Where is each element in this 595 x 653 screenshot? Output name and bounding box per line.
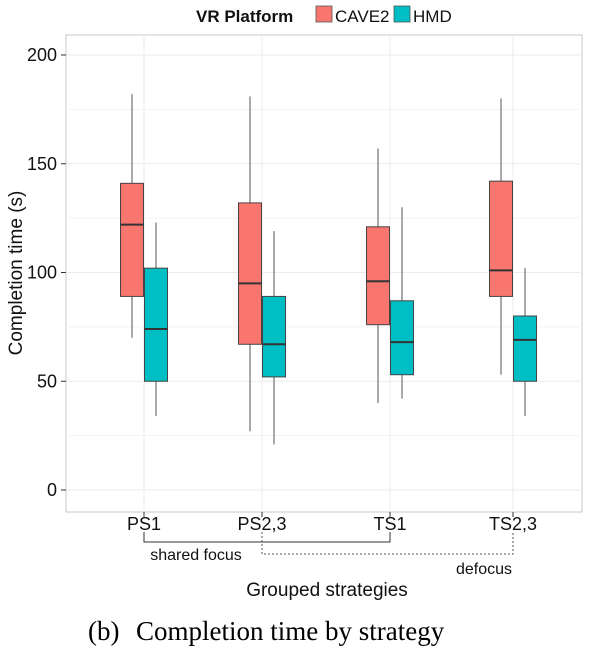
x-axis: PS1 PS2,3 TS1 TS2,3 xyxy=(127,512,537,534)
x-tick-label: TS1 xyxy=(373,514,406,534)
legend-key-cave2 xyxy=(315,5,333,23)
box-hmd xyxy=(390,300,414,376)
y-tick-label: 150 xyxy=(27,154,57,174)
caption-label: (b) xyxy=(88,616,119,646)
boxplot-hmd xyxy=(513,268,537,417)
defocus-bracket xyxy=(261,532,514,555)
legend-label-cave2: CAVE2 xyxy=(335,7,390,26)
y-axis: 0 50 100 150 200 xyxy=(27,45,66,500)
y-tick-label: 0 xyxy=(47,480,57,500)
shared-focus-label: shared focus xyxy=(150,547,242,564)
shared-focus-bracket xyxy=(143,532,391,543)
group-annotations: shared focus defocus xyxy=(143,532,514,578)
boxplot-cave2 xyxy=(120,94,144,338)
box-cave2 xyxy=(489,180,513,297)
x-tick-label: PS2,3 xyxy=(237,514,286,534)
box-hmd xyxy=(262,295,286,378)
box-cave2 xyxy=(238,202,262,345)
caption-text: Completion time by strategy xyxy=(136,616,445,646)
y-tick-label: 100 xyxy=(27,263,57,283)
boxplot-cave2 xyxy=(238,96,262,432)
boxplot-hmd xyxy=(144,222,168,417)
boxplots xyxy=(120,94,537,445)
boxplot-hmd xyxy=(390,207,414,399)
y-tick-label: 50 xyxy=(37,371,57,391)
y-tick-label: 200 xyxy=(27,45,57,65)
box-hmd xyxy=(513,315,537,382)
x-tick-label: PS1 xyxy=(127,514,161,534)
legend-label-hmd: HMD xyxy=(413,7,452,26)
boxplot-cave2 xyxy=(366,148,390,403)
y-axis-title: Completion time (s) xyxy=(6,191,27,356)
box-cave2 xyxy=(366,226,390,326)
boxplot-cave2 xyxy=(489,98,513,375)
legend-key-hmd xyxy=(393,5,411,23)
x-axis-title: Grouped strategies xyxy=(246,580,408,601)
legend-title: VR Platform xyxy=(196,7,293,26)
defocus-label: defocus xyxy=(456,561,512,578)
x-tick-label: TS2,3 xyxy=(489,514,537,534)
legend: VR Platform CAVE2 HMD xyxy=(196,5,452,26)
box-cave2 xyxy=(120,182,144,297)
box-hmd xyxy=(144,267,168,382)
boxplot-hmd xyxy=(262,231,286,445)
